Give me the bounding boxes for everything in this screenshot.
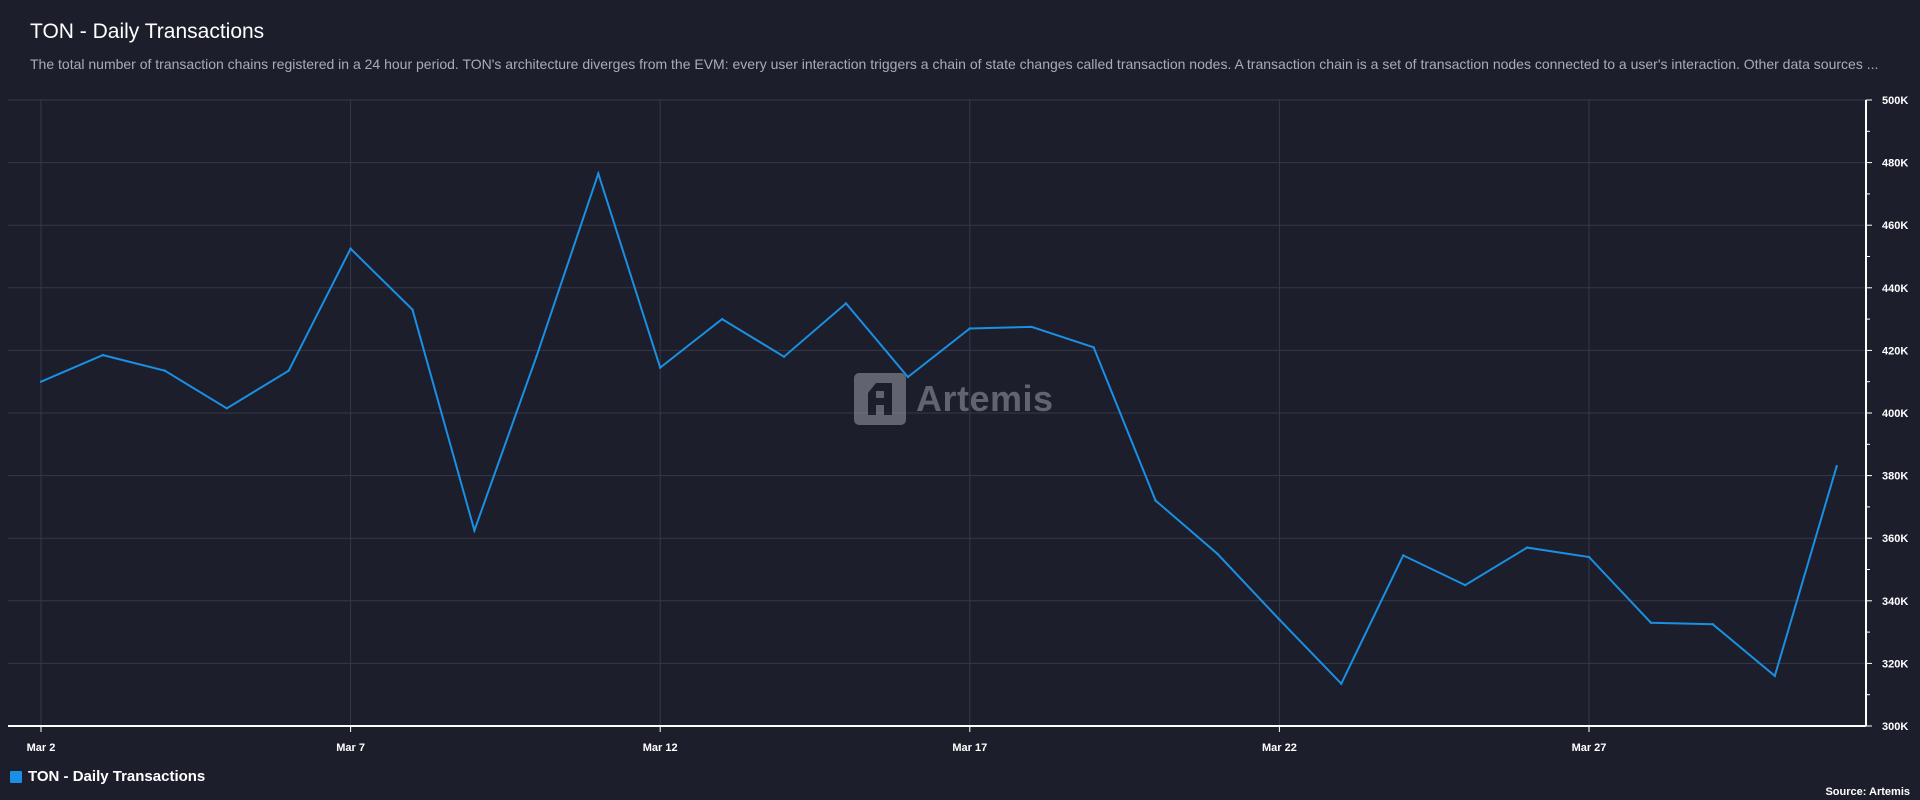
x-tick-label: Mar 2 [27,742,56,754]
y-tick-label: 380K [1882,471,1908,483]
data-point[interactable] [659,366,662,369]
data-point[interactable] [720,317,724,321]
axes [8,99,1872,732]
data-point[interactable] [1525,546,1529,549]
legend[interactable]: TON - Daily Transactions [10,768,205,785]
legend-swatch [10,770,22,783]
watermark-text: Artemis [916,378,1054,419]
data-point[interactable] [1773,674,1776,678]
x-tick-label: Mar 22 [1262,742,1297,754]
data-point[interactable] [287,369,290,372]
y-tick-label: 500K [1882,95,1908,107]
x-tick-label: Mar 17 [952,742,987,754]
data-point[interactable] [163,369,167,372]
series-line-ton-daily-transactions[interactable] [40,170,1838,686]
y-tick-label: 440K [1882,283,1908,295]
data-point[interactable] [1711,623,1715,626]
tick-labels: 300K 320K 340K 360K 380K 400K 420K 440K 460K 480K… [27,95,1909,754]
data-point[interactable] [844,302,848,305]
data-point[interactable] [1092,346,1095,349]
legend-label: TON - Daily Transactions [28,768,206,785]
x-tick-label: Mar 12 [643,742,678,754]
data-point[interactable] [349,247,352,250]
data-point[interactable] [1402,554,1405,557]
y-tick-label: 460K [1882,220,1908,232]
grid-lines [8,99,1866,726]
y-tick-label: 400K [1882,408,1908,420]
data-point[interactable] [597,172,600,175]
data-point[interactable] [1587,555,1591,559]
data-point[interactable] [1463,583,1467,587]
data-point[interactable] [225,407,228,410]
data-point[interactable] [906,375,910,379]
data-point[interactable] [1216,552,1219,556]
artemis-logo-icon [854,373,906,425]
source-credit: Source: Artemis [1825,786,1910,798]
data-point[interactable] [1340,682,1343,685]
data-point[interactable] [1154,499,1157,502]
x-tick-label: Mar 7 [336,742,365,754]
data-point[interactable] [535,355,538,358]
series-layer [39,170,1838,686]
data-point[interactable] [1649,621,1653,624]
artemis-watermark: Artemis [854,373,1054,425]
y-tick-label: 360K [1882,533,1908,545]
data-point[interactable] [782,355,786,358]
data-point[interactable] [473,529,476,532]
y-tick-label: 480K [1882,158,1908,170]
chart-description: The total number of transaction chains r… [30,56,1879,72]
data-point[interactable] [39,380,43,383]
x-tick-label: Mar 27 [1572,742,1607,754]
data-point[interactable] [1278,618,1281,621]
y-tick-label: 300K [1882,721,1908,733]
data-point[interactable] [101,353,105,357]
y-tick-label: 420K [1882,345,1908,357]
y-tick-label: 340K [1882,596,1908,608]
data-point[interactable] [968,327,971,330]
chart-title: TON - Daily Transactions [30,20,265,43]
data-point[interactable] [411,308,414,311]
data-point[interactable] [1835,465,1838,468]
data-point[interactable] [1030,325,1033,329]
y-tick-label: 320K [1882,658,1908,670]
